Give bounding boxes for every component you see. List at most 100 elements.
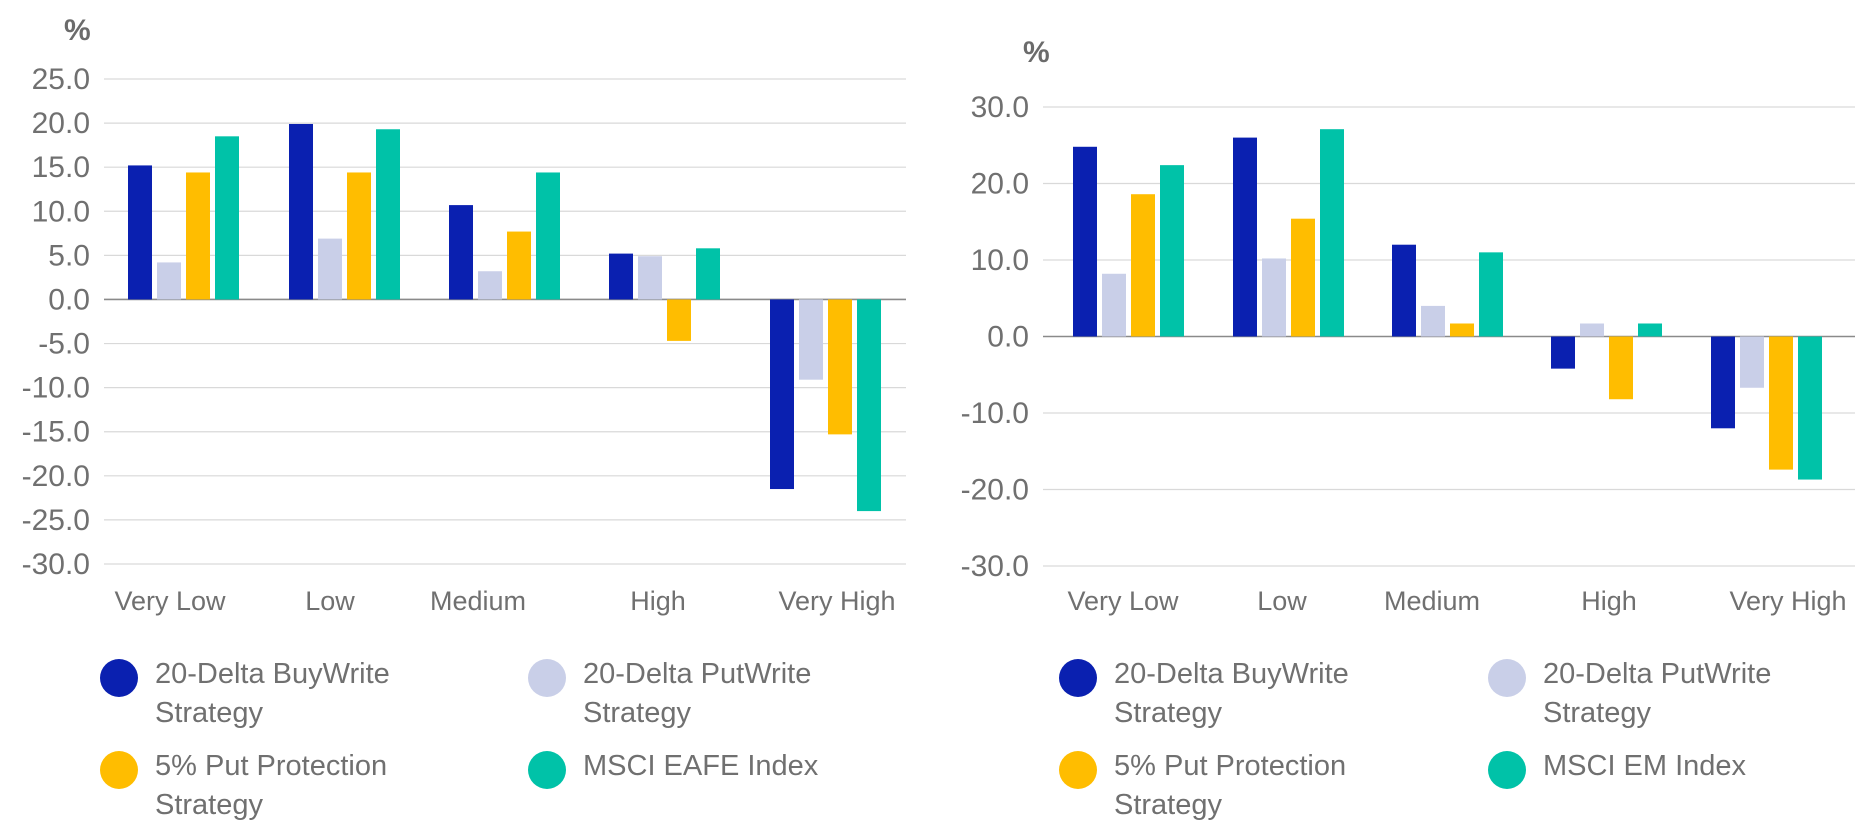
- legend-label: 20-Delta PutWrite: [583, 658, 812, 690]
- right-legend: 20-Delta BuyWrite Strategy 20-Delta PutWr…: [935, 655, 1870, 840]
- x-category-label: Very Low: [114, 586, 226, 616]
- bar: [1131, 194, 1155, 337]
- bar: [1769, 336, 1793, 470]
- legend-swatch-buywrite: [1059, 659, 1097, 697]
- legend-item-putwrite: 20-Delta PutWrite Strategy: [528, 655, 883, 733]
- legend-label: 20-Delta PutWrite: [1543, 658, 1772, 690]
- x-category-label: Medium: [1384, 586, 1480, 616]
- legend-label: Strategy: [1114, 789, 1222, 821]
- bar: [1392, 244, 1416, 337]
- left-legend: 20-Delta BuyWrite Strategy 20-Delta PutWr…: [0, 655, 935, 840]
- y-tick-label: 20.0: [32, 107, 90, 140]
- bar: [1233, 137, 1257, 337]
- legend-label: Strategy: [155, 789, 263, 821]
- x-category-label: High: [1581, 586, 1637, 616]
- bar: [1479, 252, 1503, 337]
- bar: [507, 231, 531, 300]
- y-tick-label: 30.0: [971, 91, 1029, 124]
- x-category-label: High: [630, 586, 686, 616]
- bar: [1160, 165, 1184, 337]
- bar: [1638, 323, 1662, 337]
- bar: [667, 299, 691, 341]
- bar: [1580, 323, 1604, 337]
- x-category-label: Very Low: [1067, 586, 1179, 616]
- y-tick-label: 15.0: [32, 151, 90, 184]
- legend-label: 20-Delta BuyWrite: [1114, 658, 1349, 690]
- x-category-label: Medium: [430, 586, 526, 616]
- bar: [828, 299, 852, 435]
- bar: [347, 172, 371, 300]
- legend-item-index: MSCI EAFE Index: [528, 747, 883, 789]
- legend-item-put-protection: 5% Put Protection Strategy: [100, 747, 455, 825]
- legend-swatch-buywrite: [100, 659, 138, 697]
- legend-swatch-putwrite: [1488, 659, 1526, 697]
- bar: [1102, 273, 1126, 337]
- bar: [799, 299, 823, 380]
- em-bar-chart: % 30.0 20.0 10.0 0.0 -10.0 -20.0 -30.0 Very Low L…: [961, 36, 1855, 616]
- bar: [857, 299, 881, 512]
- y-unit-label: %: [64, 14, 91, 47]
- bar: [1740, 336, 1764, 388]
- y-tick-label: -20.0: [22, 460, 90, 493]
- x-category-label: Low: [1257, 586, 1307, 616]
- legend-label: Strategy: [1114, 697, 1222, 729]
- bar: [1421, 305, 1445, 337]
- bar: [1320, 129, 1344, 337]
- y-tick-label: 0.0: [48, 283, 90, 316]
- bar: [609, 253, 633, 300]
- legend-item-buywrite: 20-Delta BuyWrite Strategy: [1059, 655, 1414, 733]
- bar: [696, 248, 720, 300]
- bar: [1711, 336, 1735, 429]
- legend-label: 5% Put Protection: [1114, 750, 1347, 782]
- bar: [536, 172, 560, 300]
- legend-label: Strategy: [583, 697, 691, 729]
- bar: [638, 256, 662, 300]
- bar: [157, 262, 181, 300]
- bar: [376, 129, 400, 300]
- legend-swatch-index: [528, 751, 566, 789]
- y-tick-label: -25.0: [22, 504, 90, 537]
- y-tick-label: -20.0: [961, 474, 1029, 507]
- y-tick-label: 0.0: [987, 321, 1029, 354]
- legend-label: MSCI EAFE Index: [583, 750, 819, 782]
- y-tick-label: -5.0: [38, 328, 90, 361]
- legend-swatch-putwrite: [528, 659, 566, 697]
- eafe-bar-chart: % 25.0 20.0 15.0 10.0 5.0 0.0 -5.0 -10.0 -15.0 -20…: [22, 14, 906, 616]
- bar: [1609, 336, 1633, 400]
- y-tick-label: 20.0: [971, 168, 1029, 201]
- y-tick-label: 10.0: [971, 244, 1029, 277]
- y-tick-label: -10.0: [22, 372, 90, 405]
- bar: [770, 299, 794, 490]
- bar: [215, 136, 239, 300]
- bar: [478, 271, 502, 300]
- bar: [1450, 323, 1474, 337]
- legend-item-index: MSCI EM Index: [1488, 747, 1843, 789]
- legend-swatch-put-protection: [100, 751, 138, 789]
- y-tick-label: 25.0: [32, 63, 90, 96]
- legend-swatch-index: [1488, 751, 1526, 789]
- y-tick-label: -15.0: [22, 416, 90, 449]
- y-tick-label: 5.0: [48, 239, 90, 272]
- legend-label: Strategy: [155, 697, 263, 729]
- y-tick-label: 10.0: [32, 195, 90, 228]
- y-unit-label: %: [1023, 36, 1050, 69]
- bar: [318, 238, 342, 300]
- bar: [1551, 336, 1575, 369]
- y-tick-label: -30.0: [961, 550, 1029, 583]
- y-tick-label: -10.0: [961, 397, 1029, 430]
- y-tick-label: -30.0: [22, 548, 90, 581]
- bar: [289, 123, 313, 300]
- bar: [1262, 258, 1286, 337]
- legend-swatch-put-protection: [1059, 751, 1097, 789]
- legend-label: Strategy: [1543, 697, 1651, 729]
- left-chart-panel: % 25.0 20.0 15.0 10.0 5.0 0.0 -5.0 -10.0 -15.0 -20…: [0, 14, 935, 840]
- x-category-label: Very High: [778, 586, 895, 616]
- legend-label: 5% Put Protection: [155, 750, 388, 782]
- bar: [1798, 336, 1822, 480]
- x-category-label: Very High: [1729, 586, 1846, 616]
- bar: [1291, 218, 1315, 337]
- legend-item-put-protection: 5% Put Protection Strategy: [1059, 747, 1414, 825]
- legend-label: MSCI EM Index: [1543, 750, 1747, 782]
- x-category-label: Low: [305, 586, 355, 616]
- legend-label: 20-Delta BuyWrite: [155, 658, 390, 690]
